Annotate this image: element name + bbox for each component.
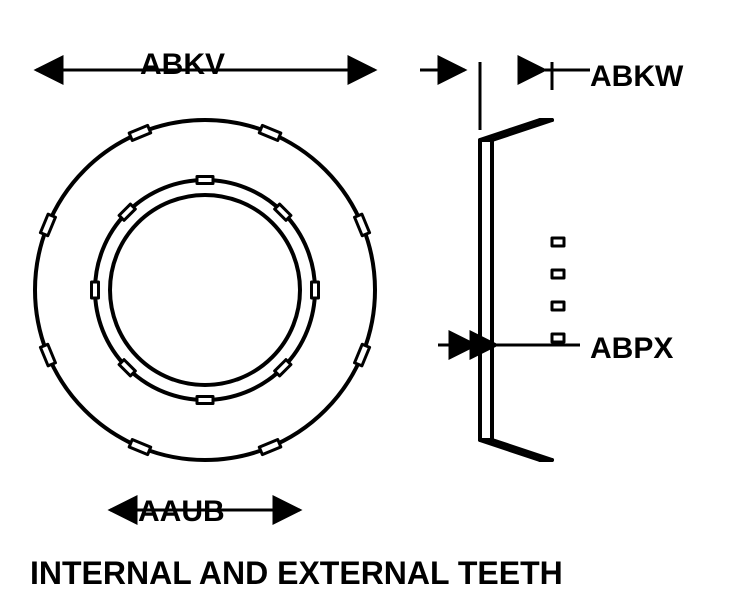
label-abpx: ABPX (590, 332, 673, 366)
label-abkw: ABKW (590, 60, 683, 94)
label-aaub: AAUB (138, 495, 225, 529)
figure-title: INTERNAL AND EXTERNAL TEETH (30, 555, 563, 592)
diagram-stage: ABKV ABKW ABPX AAUB INTERNAL AND EXTERNA… (0, 0, 752, 613)
label-abkv: ABKV (140, 48, 225, 82)
